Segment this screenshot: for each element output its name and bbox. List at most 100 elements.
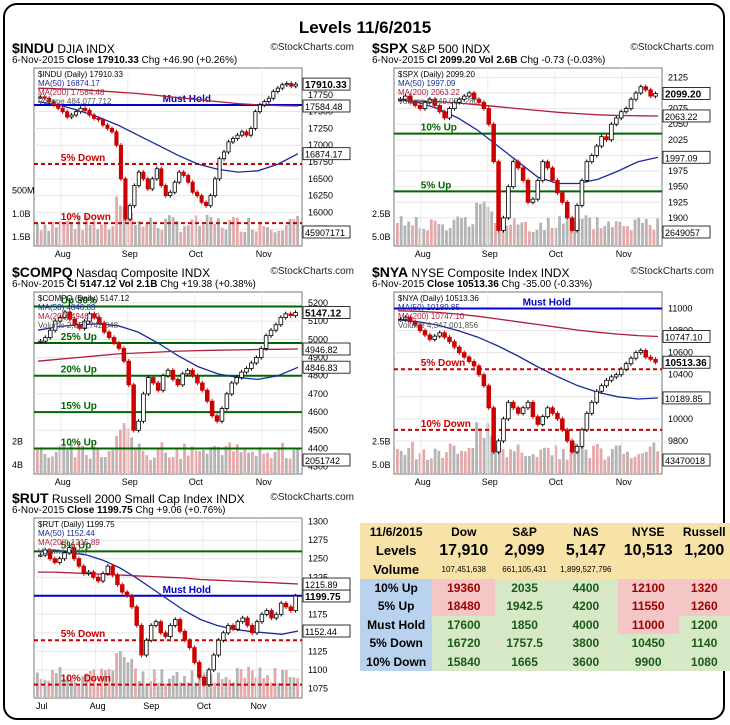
- price-candle: [618, 368, 624, 376]
- table-cell: 2,099: [495, 541, 554, 560]
- volume-bar: [122, 206, 126, 246]
- last-price-tag-box: [302, 77, 351, 91]
- price-candle: [432, 98, 438, 106]
- price-candle: [217, 158, 222, 180]
- y-tick-label: 2025: [668, 135, 688, 145]
- volume-bar: [463, 451, 467, 474]
- price-candle: [452, 101, 457, 109]
- ma-line-ma200: [38, 571, 299, 585]
- price-candle: [417, 324, 423, 332]
- price-candle: [288, 606, 293, 611]
- price-candle: [139, 625, 144, 656]
- volume-bar: [100, 224, 103, 246]
- ma50-tag-box: [662, 391, 711, 405]
- price-candle: [91, 114, 97, 119]
- y-tick-label: 1950: [668, 182, 688, 192]
- volume-bar: [149, 459, 152, 474]
- volume-tag-box: [662, 225, 711, 239]
- price-candle: [579, 429, 585, 447]
- volume-bar: [213, 446, 217, 474]
- y-tick-label: 1300: [308, 517, 328, 527]
- volume-tag-box: [662, 453, 711, 467]
- table-cell: 1260: [678, 597, 730, 616]
- x-tick-label: Sep: [122, 477, 138, 487]
- volume-bar: [85, 215, 88, 246]
- price-candle: [437, 332, 442, 337]
- volume-bar: [599, 448, 603, 474]
- price-candle: [496, 440, 501, 453]
- price-candle: [195, 191, 200, 197]
- price-candle: [288, 313, 293, 317]
- volume-bar: [490, 435, 494, 474]
- price-candle: [268, 329, 274, 337]
- volume-bar: [118, 651, 122, 698]
- volume-bar: [205, 214, 209, 246]
- volume-bar: [637, 454, 641, 474]
- level-label: 10% Down: [421, 419, 471, 430]
- volume-bar: [482, 201, 486, 246]
- table-header-sp: S&P: [495, 523, 554, 542]
- volume-bar: [399, 216, 403, 246]
- volume-bar: [69, 443, 73, 474]
- volume-bar: [565, 459, 569, 474]
- volume-bar: [111, 449, 115, 474]
- row-label-10-down: 10% Down: [360, 652, 433, 671]
- price-candle: [230, 138, 236, 143]
- ma50-tag: 10189.85: [665, 394, 703, 404]
- level-label: 5% Down: [421, 358, 465, 369]
- price-candle: [266, 97, 271, 102]
- last-price-tag: 10513.36: [665, 358, 707, 369]
- volume-bar: [217, 446, 220, 474]
- ma-line-ma200: [397, 99, 659, 117]
- price-candle: [283, 602, 289, 608]
- volume-bar: [183, 676, 186, 698]
- price-candle: [264, 610, 269, 615]
- volume-bar: [118, 429, 122, 474]
- price-candle: [447, 336, 452, 343]
- price-candle: [124, 591, 130, 597]
- volume-bar: [497, 227, 501, 246]
- volume-bar: [213, 682, 217, 698]
- chart-symbol-header: $INDU DJIA INDX: [12, 40, 115, 56]
- level-label: 10% Up: [61, 438, 97, 449]
- price-candle: [100, 573, 106, 582]
- ma200-tag: 1215.89: [305, 580, 338, 590]
- price-candle: [491, 123, 496, 163]
- table-cell: 1757.5: [495, 634, 554, 653]
- y-tick-label: 9800: [668, 436, 688, 446]
- price-candle: [633, 92, 639, 100]
- volume-bar: [595, 217, 599, 246]
- volume-bar: [73, 457, 77, 474]
- price-candle: [105, 565, 111, 574]
- volume-bar: [224, 677, 228, 698]
- volume-bar: [414, 459, 418, 474]
- volume-tick-label: 2.5B: [372, 209, 391, 219]
- price-candle: [97, 317, 102, 324]
- chart-symbol-header: $RUT Russell 2000 Small Cap Index INDX: [12, 490, 245, 506]
- volume-bar: [220, 227, 224, 246]
- price-candle: [190, 181, 195, 193]
- volume-bar: [198, 451, 201, 474]
- volume-bar: [505, 457, 509, 474]
- volume-bar: [190, 670, 194, 698]
- y-tick-label: 5100: [308, 316, 328, 326]
- volume-bar: [618, 221, 622, 246]
- price-candle: [545, 161, 550, 169]
- volume-bar: [247, 452, 250, 474]
- x-tick-label: Nov: [616, 477, 633, 487]
- price-candle: [574, 446, 580, 453]
- volume-bar: [467, 447, 471, 474]
- volume-bar: [652, 442, 656, 474]
- price-candle: [273, 324, 279, 331]
- volume-bar: [168, 457, 171, 474]
- volume-bar: [603, 459, 607, 474]
- plot-area: [33, 517, 303, 699]
- legend-entry: $RUT (Daily) 1199.75: [38, 520, 115, 529]
- price-candle: [638, 350, 644, 354]
- price-candle: [515, 161, 521, 169]
- volume-bar: [622, 226, 626, 246]
- legend-entry: MA(50) 1152.44: [38, 529, 95, 538]
- volume-tick-label: 2B: [12, 436, 23, 446]
- volume-bar: [232, 451, 235, 474]
